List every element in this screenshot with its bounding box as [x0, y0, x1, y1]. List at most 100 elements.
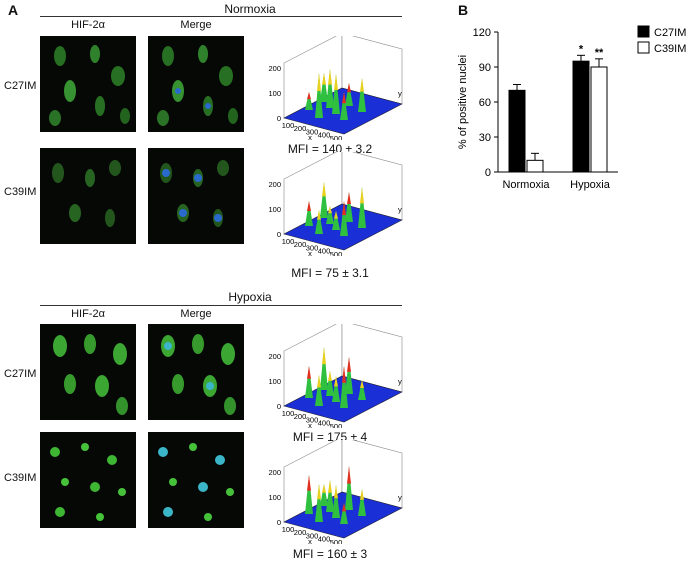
surface-peak-top	[317, 484, 321, 500]
y-axis-label: y	[398, 377, 402, 386]
x-tick-label: 300	[306, 127, 319, 136]
cells-image	[161, 334, 236, 415]
surface-peak	[326, 480, 334, 512]
cells-image	[157, 45, 238, 126]
x-tick-label: Normoxia	[502, 179, 550, 191]
surface-peak	[315, 210, 323, 234]
surface-peak-top	[322, 182, 326, 197]
surface-peak	[340, 366, 348, 408]
x-tick-label: 400	[318, 247, 331, 256]
surface-peak-top	[322, 484, 326, 493]
surface-plot-c27im-normoxia: 0100200100200300400500x100200300400500y	[268, 36, 403, 140]
legend-swatch	[637, 25, 650, 38]
significance-marker: *	[579, 43, 584, 55]
surface-peak	[305, 366, 313, 398]
surface-peak	[320, 484, 328, 506]
surface-peak-top	[347, 466, 351, 484]
z-tick-label: 0	[277, 230, 281, 239]
x-tick-label: 200	[294, 240, 307, 249]
significance-marker: **	[595, 47, 604, 59]
micrograph-hif-c39im-normoxia	[40, 148, 136, 244]
x-tick-label: 500	[330, 538, 343, 544]
surface-peak-top	[342, 503, 346, 512]
surface-peak-top	[347, 83, 351, 93]
surface-peak-top	[307, 92, 311, 100]
surface-peak	[326, 206, 334, 224]
x-tick-label: 300	[306, 531, 319, 540]
panel-a-letter: A	[8, 2, 19, 18]
surface-peak-top	[334, 485, 338, 499]
mfi-c39im-normoxia: MFI = 75 ± 3.1	[291, 266, 369, 280]
x-tick-label: 500	[330, 422, 343, 428]
x-tick-label: 300	[306, 243, 319, 252]
surface-plot-c39im-normoxia: 0100200100200300400500x100200300400500y	[268, 152, 403, 256]
legend-label: C39IM	[654, 43, 686, 55]
legend-label: C27IM	[654, 27, 686, 39]
x-tick-label: 100	[282, 121, 295, 130]
surface-peak	[320, 182, 328, 218]
y-axis-label: y	[398, 493, 402, 502]
micrograph-hif-c27im-normoxia	[40, 36, 136, 132]
surface-peak	[305, 475, 313, 514]
surface-peak-top	[334, 376, 338, 387]
surface-plot-c27im-hypoxia: 0100200100200300400500x100200300400500y	[268, 324, 403, 428]
surface-peak-top	[360, 489, 364, 500]
surface-peak-top	[328, 480, 332, 493]
bar	[590, 66, 608, 173]
x-tick-label: Hypoxia	[570, 179, 611, 191]
surface-peak-top	[347, 192, 351, 204]
surface-peak-top	[317, 73, 321, 91]
row-label-c27im-normoxia: C27IM	[4, 80, 37, 92]
surface-peak	[340, 201, 348, 236]
surface-peak	[315, 375, 323, 406]
cells-image	[52, 160, 121, 227]
z-tick-label: 100	[268, 89, 281, 98]
col-header-hif: HIF-2α	[71, 19, 105, 31]
x-tick-label: 200	[294, 124, 307, 133]
surface-peak	[320, 347, 328, 390]
x-tick-label: 100	[282, 237, 295, 246]
row-label-c27im-hypoxia: C27IM	[4, 368, 37, 380]
x-tick-label: 400	[318, 131, 331, 140]
surface-peak-top	[322, 73, 326, 85]
micrograph-merge-c39im-normoxia	[148, 148, 244, 244]
z-tick-label: 200	[268, 64, 281, 73]
z-tick-label: 200	[268, 468, 281, 477]
surface-peak	[326, 69, 334, 108]
col-header-hif: HIF-2α	[71, 308, 105, 320]
surface-peak	[332, 211, 340, 230]
surface-peak-top	[342, 366, 346, 383]
surface-peak	[345, 466, 353, 510]
surface-peak-top	[328, 371, 332, 381]
surface-peak	[332, 74, 340, 114]
x-tick-label: 100	[282, 525, 295, 534]
surface-peak-top	[360, 187, 364, 204]
y-axis-label: y	[398, 89, 402, 98]
surface-peak-top	[317, 210, 321, 220]
row-label-c39im-normoxia: C39IM	[4, 186, 37, 198]
z-tick-label: 0	[277, 518, 281, 527]
surface-peak-top	[342, 201, 346, 215]
x-axis-label: x	[308, 421, 312, 428]
surface-peak	[315, 73, 323, 118]
cells-image	[53, 334, 128, 415]
section-divider-hypoxia	[40, 305, 402, 306]
x-tick-label: 300	[306, 415, 319, 424]
y-tick-label: 30	[479, 132, 491, 144]
x-tick-label: 500	[330, 250, 343, 256]
micrograph-hif-c27im-hypoxia	[40, 324, 136, 420]
y-tick-label: 120	[473, 27, 491, 39]
x-tick-label: 100	[282, 409, 295, 418]
surface-peak	[305, 92, 313, 110]
x-axis-label: x	[308, 133, 312, 140]
y-axis-label: y	[398, 205, 402, 214]
x-axis-label: x	[308, 537, 312, 544]
surface-peak-top	[328, 206, 332, 214]
surface-peak	[332, 376, 340, 402]
surface-peak	[340, 92, 348, 120]
surface-peak	[358, 489, 366, 516]
surface-peak	[358, 380, 366, 400]
z-tick-label: 200	[268, 180, 281, 189]
surface-peak-top	[334, 74, 338, 90]
